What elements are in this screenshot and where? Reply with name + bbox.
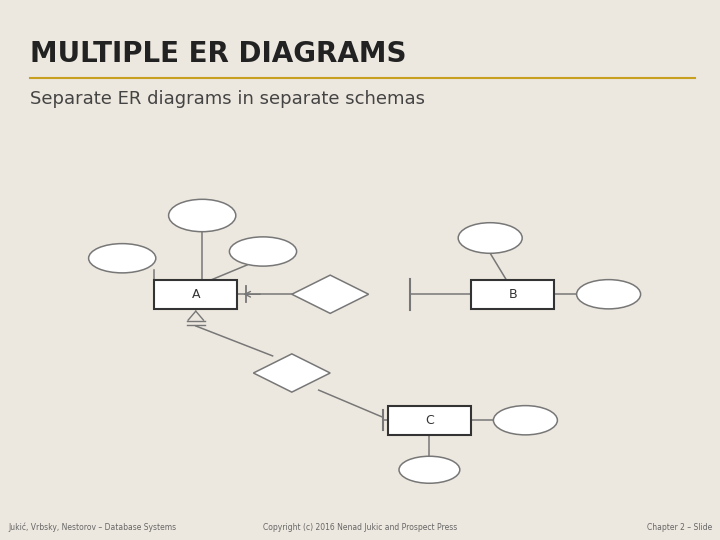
Ellipse shape (493, 406, 557, 435)
Polygon shape (292, 275, 369, 313)
Ellipse shape (577, 280, 641, 309)
Text: Copyright (c) 2016 Nenad Jukic and Prospect Press: Copyright (c) 2016 Nenad Jukic and Prosp… (263, 523, 457, 532)
Bar (154, 280, 238, 309)
Ellipse shape (230, 237, 297, 266)
Text: Jukić, Vrbsky, Nestorov – Database Systems: Jukić, Vrbsky, Nestorov – Database Syste… (8, 523, 176, 532)
Text: Chapter 2 – Slide: Chapter 2 – Slide (647, 523, 712, 532)
Text: A: A (192, 288, 200, 301)
Text: Separate ER diagrams in separate schemas: Separate ER diagrams in separate schemas (30, 90, 425, 108)
Text: B: B (508, 288, 517, 301)
Ellipse shape (168, 199, 235, 232)
Bar (471, 280, 554, 309)
Polygon shape (253, 354, 330, 392)
Bar (388, 406, 471, 435)
Ellipse shape (458, 222, 522, 253)
Ellipse shape (399, 456, 460, 483)
Text: C: C (425, 414, 433, 427)
Text: MULTIPLE ER DIAGRAMS: MULTIPLE ER DIAGRAMS (30, 40, 407, 68)
Ellipse shape (89, 244, 156, 273)
